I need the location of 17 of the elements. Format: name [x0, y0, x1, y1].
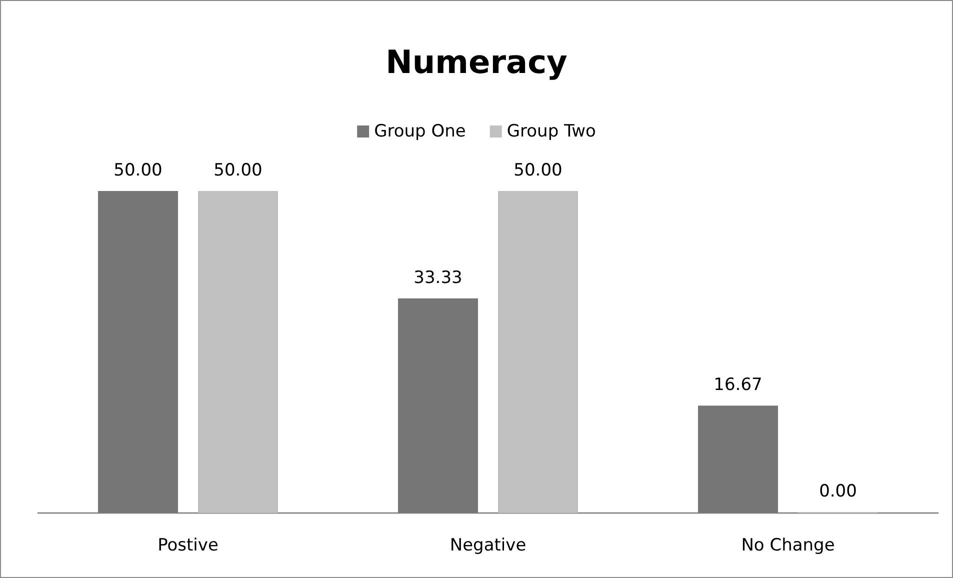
bar: [98, 191, 178, 513]
data-label: 33.33: [414, 268, 462, 288]
data-label: 16.67: [714, 375, 762, 396]
bar: [198, 191, 278, 513]
chart-title: Numeracy: [386, 43, 568, 81]
x-tick-label: No Change: [741, 536, 835, 556]
data-label: 0.00: [819, 482, 857, 502]
legend-label: Group One: [374, 122, 466, 142]
bar: [398, 298, 478, 513]
legend-label: Group Two: [506, 122, 596, 142]
bar: [498, 191, 578, 513]
data-label: 50.00: [214, 160, 262, 180]
data-label: 50.00: [514, 160, 562, 180]
bar: [698, 406, 778, 513]
x-tick-label: Negative: [450, 536, 526, 556]
data-label: 50.00: [114, 160, 162, 180]
x-tick-label: Postive: [158, 536, 218, 556]
